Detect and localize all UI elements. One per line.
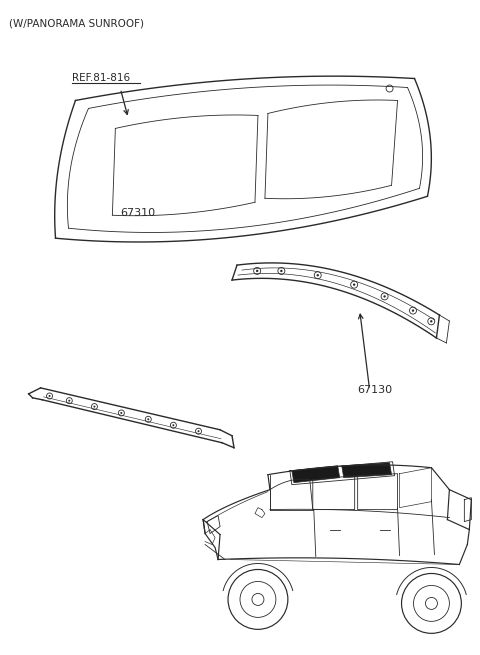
Circle shape — [68, 400, 70, 402]
Circle shape — [147, 419, 149, 421]
Polygon shape — [292, 466, 340, 483]
Circle shape — [94, 405, 96, 407]
Circle shape — [430, 320, 432, 322]
Circle shape — [48, 395, 50, 397]
Circle shape — [172, 424, 174, 426]
Circle shape — [412, 309, 414, 312]
Text: 67310: 67310 — [120, 208, 156, 218]
Polygon shape — [342, 462, 392, 477]
Circle shape — [384, 295, 386, 297]
Circle shape — [256, 270, 258, 272]
Text: REF.81-816: REF.81-816 — [72, 73, 131, 83]
Circle shape — [316, 274, 319, 276]
Circle shape — [120, 412, 122, 414]
Circle shape — [280, 270, 283, 272]
Circle shape — [353, 284, 355, 286]
Text: (W/PANORAMA SUNROOF): (W/PANORAMA SUNROOF) — [9, 18, 144, 29]
Text: 67130: 67130 — [358, 385, 393, 395]
Circle shape — [198, 430, 200, 432]
